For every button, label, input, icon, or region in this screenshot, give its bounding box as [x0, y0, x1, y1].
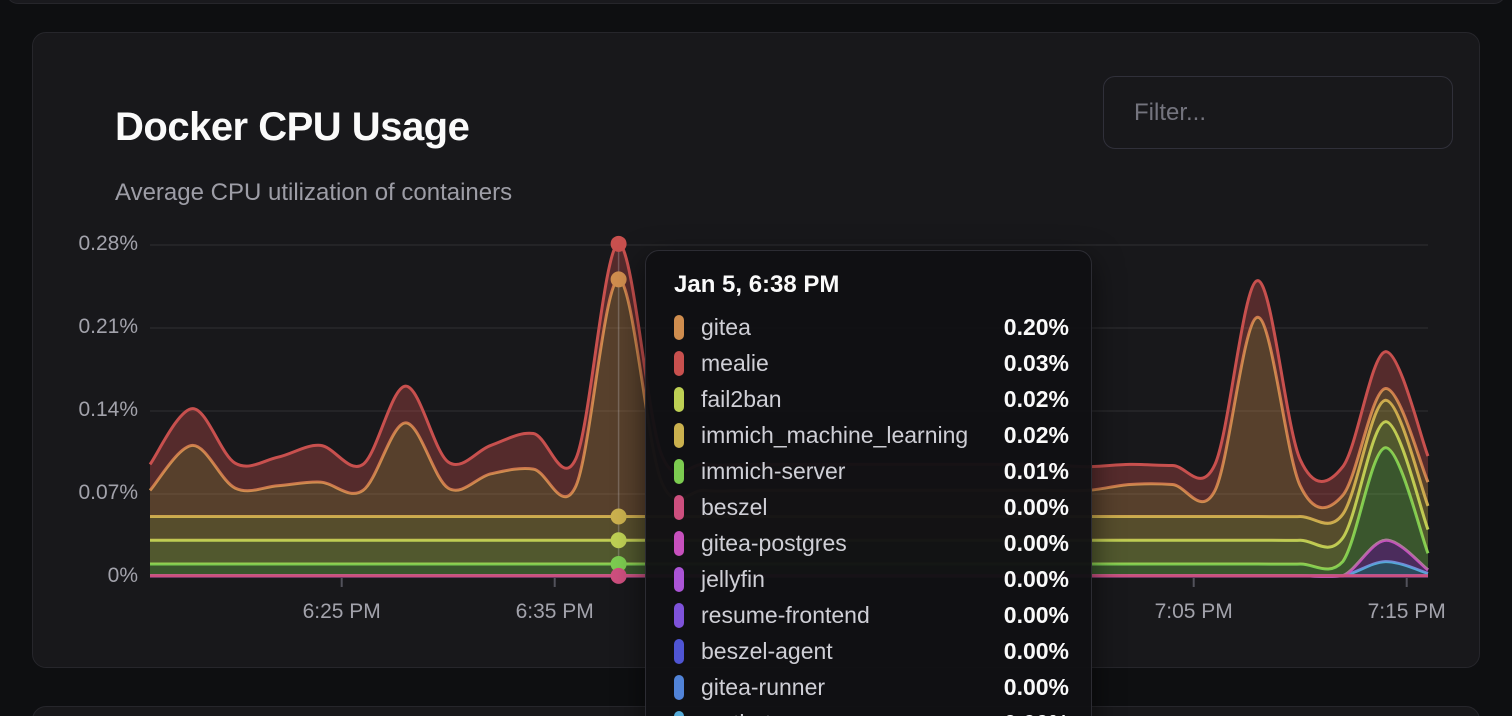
tooltip-series-name: mealie: [701, 349, 769, 376]
tooltip-series-value: 0.00%: [1003, 565, 1069, 592]
tooltip-series-name: beszel-agent: [701, 637, 833, 664]
x-tick-label: 6:35 PM: [515, 600, 594, 623]
x-tick-label: 6:25 PM: [302, 600, 381, 623]
hover-dot-mealie: [610, 235, 627, 252]
tooltip-row-mealie: mealie 0.03%: [664, 345, 1069, 381]
hover-dot-fail2ban: [610, 532, 627, 549]
series-color-swatch: [674, 674, 684, 700]
series-color-swatch: [674, 530, 684, 556]
hover-dot-beszel: [610, 567, 627, 584]
page-title: Docker CPU Usage: [115, 105, 470, 149]
tooltip-row-beszel: beszel 0.00%: [664, 489, 1069, 525]
y-tick-label: 0%: [107, 564, 138, 587]
tooltip-series-name: gitea-runner: [701, 673, 826, 700]
tooltip-series-value: 0.01%: [1003, 457, 1069, 484]
series-area-gitea: [150, 279, 1428, 524]
tooltip-series-name: immich_machine_learning: [701, 421, 969, 448]
filter-input[interactable]: [1103, 76, 1453, 149]
tooltip-series-name: gitea-postgres: [701, 529, 847, 556]
series-color-swatch: [674, 494, 684, 520]
y-tick-label: 0.14%: [78, 398, 138, 421]
tooltip-series-name: jellyfin: [701, 565, 765, 592]
x-tick-label: 7:05 PM: [1154, 600, 1233, 623]
y-tick-label: 0.07%: [78, 481, 138, 504]
series-color-swatch: [674, 566, 684, 592]
tooltip-row-resume-frontend: resume-frontend 0.00%: [664, 597, 1069, 633]
tooltip-series-value: 0.00%: [1003, 601, 1069, 628]
series-color-swatch: [674, 710, 684, 716]
x-tick-label: 7:15 PM: [1367, 600, 1446, 623]
series-color-swatch: [674, 386, 684, 412]
tooltip-series-value: 0.00%: [1003, 637, 1069, 664]
tooltip-series-value: 0.00%: [1003, 673, 1069, 700]
hover-dot-immich-server: [610, 555, 627, 572]
tooltip-series-value: 0.02%: [1003, 421, 1069, 448]
y-tick-label: 0.28%: [78, 232, 138, 255]
tooltip-series-value: 0.00%: [1003, 493, 1069, 520]
series-color-swatch: [674, 458, 684, 484]
tooltip-series-name: certbot: [701, 710, 1004, 716]
tooltip-series-value: 0.00%: [1004, 710, 1069, 716]
tooltip-rows: gitea 0.20% mealie 0.03% fail2ban 0.02% immich…: [664, 309, 1069, 716]
chart-tooltip: Jan 5, 6:38 PM gitea 0.20% mealie 0.03% fail…: [645, 250, 1092, 716]
tooltip-series-name: fail2ban: [701, 385, 782, 412]
tooltip-row-immich-server: immich-server 0.01%: [664, 453, 1069, 489]
tooltip-row-gitea: gitea 0.20%: [664, 309, 1069, 345]
tooltip-series-value: 0.00%: [1003, 529, 1069, 556]
series-area-mealie: [150, 243, 1428, 508]
hover-dot-immich_machine_learning: [610, 508, 627, 525]
tooltip-series-value: 0.03%: [1003, 349, 1069, 376]
series-color-swatch: [674, 350, 684, 376]
tooltip-series-value: 0.20%: [1003, 313, 1069, 340]
chart-subtitle: Average CPU utilization of containers: [115, 179, 513, 206]
tooltip-row-jellyfin: jellyfin 0.00%: [664, 561, 1069, 597]
tooltip-row-beszel-agent: beszel-agent 0.00%: [664, 633, 1069, 669]
series-color-swatch: [674, 422, 684, 448]
series-color-swatch: [674, 602, 684, 628]
hover-dot-gitea: [610, 271, 627, 288]
tooltip-row-gitea-postgres: gitea-postgres 0.00%: [664, 525, 1069, 561]
tooltip-series-name: beszel: [701, 493, 768, 520]
tooltip-row-certbot: certbot0.00%: [664, 705, 1069, 716]
tooltip-series-name: resume-frontend: [701, 601, 870, 628]
tooltip-row-gitea-runner: gitea-runner 0.00%: [664, 669, 1069, 705]
tooltip-row-fail2ban: fail2ban 0.02%: [664, 381, 1069, 417]
series-color-swatch: [674, 638, 684, 664]
tooltip-series-name: immich-server: [701, 457, 846, 484]
tooltip-series-name: gitea: [701, 313, 751, 340]
tooltip-series-value: 0.02%: [1003, 385, 1069, 412]
series-color-swatch: [674, 314, 684, 340]
y-tick-label: 0.21%: [78, 315, 138, 338]
tooltip-row-immich_machine_learning: immich_machine_learning 0.02%: [664, 417, 1069, 453]
tooltip-timestamp: Jan 5, 6:38 PM: [674, 271, 840, 298]
series-area-fail2ban: [150, 421, 1428, 570]
